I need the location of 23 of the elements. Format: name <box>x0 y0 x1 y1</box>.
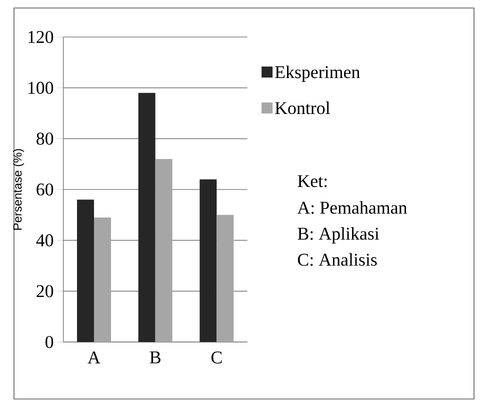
x-tick-label: C <box>211 352 222 364</box>
y-tick-label: 60 <box>36 183 54 196</box>
y-tick-label: 100 <box>28 82 54 94</box>
text: C: Analisis <box>298 253 377 266</box>
y-tick-label: 20 <box>36 285 54 298</box>
bar <box>155 158 172 342</box>
y-tick-label: 40 <box>36 234 54 246</box>
y-axis-title: Persentase (%) <box>12 149 24 230</box>
legend-label: Eksperimen <box>275 66 360 82</box>
x-tick-label: A <box>88 352 100 364</box>
text: A: Pemahaman <box>297 201 408 214</box>
y-tick-label: 80 <box>36 132 54 145</box>
text: Ket: <box>298 175 327 188</box>
y-tick-label: 0 <box>46 336 54 348</box>
bar <box>216 214 234 342</box>
bar <box>94 217 111 342</box>
x-tick-label: B <box>150 352 160 364</box>
legend-label: Kontrol <box>275 101 330 114</box>
bar <box>138 92 156 342</box>
y-tick-label: 120 <box>28 30 54 44</box>
text: B: Aplikasi <box>298 227 380 244</box>
bar <box>77 200 94 342</box>
bar <box>200 179 217 342</box>
